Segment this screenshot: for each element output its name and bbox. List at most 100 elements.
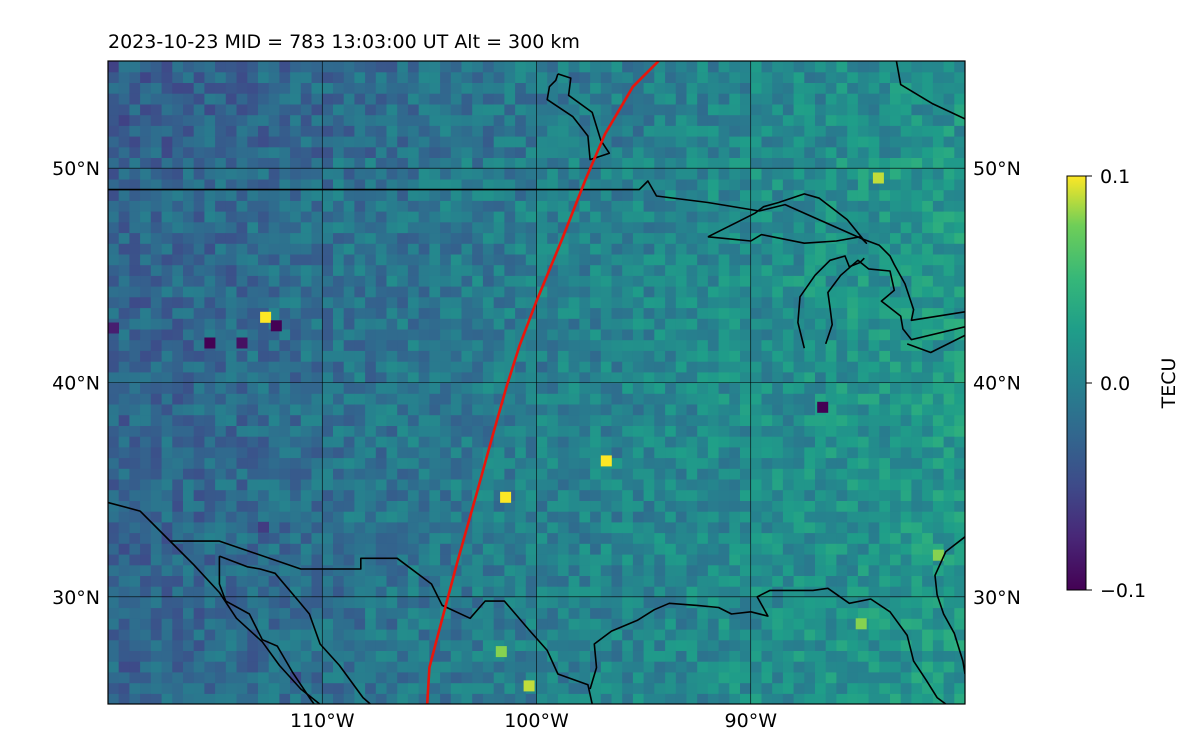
tec-cell	[108, 586, 120, 598]
tec-cell	[215, 61, 227, 73]
tec-cell	[300, 211, 313, 223]
tec-cell	[397, 328, 409, 341]
tec-cell	[718, 243, 730, 255]
tec-cell	[429, 489, 441, 501]
tec-cell	[504, 211, 516, 223]
tec-cell	[375, 682, 388, 694]
tec-cell	[557, 211, 570, 223]
tec-cell	[236, 286, 248, 298]
tec-cell	[954, 286, 965, 298]
tec-cell	[236, 350, 248, 362]
tec-cell	[290, 232, 302, 244]
tec-cell	[740, 232, 752, 244]
tec-cell	[450, 457, 463, 469]
tec-cell	[557, 168, 570, 180]
tec-cell	[911, 425, 923, 437]
tec-cell	[954, 393, 965, 405]
tec-cell	[300, 586, 313, 598]
tec-cell	[825, 371, 837, 384]
tec-cell	[600, 489, 613, 501]
tec-cell	[557, 457, 570, 469]
tec-cell	[386, 350, 398, 362]
tec-cell	[943, 554, 955, 566]
tec-cell	[343, 93, 355, 105]
tec-cell	[418, 607, 430, 619]
tec-cell	[943, 221, 955, 234]
tec-cell	[675, 200, 688, 212]
tec-cell	[493, 446, 505, 459]
tec-cell	[868, 693, 880, 704]
tec-cell	[750, 350, 763, 362]
tec-cell	[847, 671, 859, 684]
tec-cell	[515, 393, 527, 405]
tec-cell	[161, 189, 173, 201]
tec-cell	[697, 436, 709, 448]
tec-cell	[140, 446, 152, 459]
tec-cell	[954, 211, 965, 223]
tec-cell	[547, 339, 559, 351]
tec-cell	[129, 146, 141, 158]
tec-cell	[504, 178, 516, 191]
tec-cell	[922, 521, 934, 534]
tec-cell	[675, 168, 688, 180]
tec-cell	[590, 211, 602, 223]
tec-cell	[365, 328, 377, 341]
tec-cell	[407, 403, 420, 416]
tec-hotspot	[855, 618, 867, 630]
tec-cell	[922, 136, 934, 148]
tec-cell	[868, 382, 880, 394]
tec-cell	[536, 339, 548, 351]
tec-cell	[204, 564, 216, 576]
tec-cell	[686, 575, 698, 587]
tec-cell	[375, 339, 388, 351]
tec-cell	[354, 425, 366, 437]
tec-cell	[943, 114, 955, 126]
tec-cell	[954, 511, 965, 523]
tec-cell	[772, 596, 784, 609]
tec-cell	[397, 521, 409, 534]
tec-cell	[943, 339, 955, 351]
tec-cell	[322, 275, 334, 287]
tec-cell	[183, 146, 195, 158]
tec-cell	[472, 307, 484, 319]
tec-cell	[375, 414, 388, 426]
tec-cell	[129, 521, 141, 534]
tec-cell	[879, 511, 891, 523]
tec-cell	[943, 446, 955, 459]
tec-cell	[343, 575, 355, 587]
tec-cell	[922, 682, 934, 694]
tec-cell	[461, 93, 473, 105]
tec-cell	[515, 500, 527, 512]
tec-cell	[729, 682, 741, 694]
tec-cell	[333, 61, 345, 73]
tec-cell	[857, 125, 870, 137]
tec-cell	[161, 650, 173, 662]
coastline	[589, 587, 947, 704]
tec-cell	[815, 511, 827, 523]
tec-cell	[258, 671, 270, 684]
tec-cell	[793, 425, 805, 437]
tec-cell	[482, 253, 495, 266]
tec-cell	[333, 425, 345, 437]
colorbar-gradient	[1066, 175, 1087, 591]
tec-cell	[440, 564, 452, 576]
tec-cell	[375, 221, 388, 234]
tec-cell	[343, 200, 355, 212]
tec-cell	[386, 114, 398, 126]
tec-cell	[654, 564, 666, 576]
tec-cell	[740, 511, 752, 523]
tec-cell	[911, 532, 923, 544]
tec-cell	[386, 243, 398, 255]
tec-cell	[493, 318, 505, 330]
tec-cell	[729, 339, 741, 351]
tec-cell	[365, 618, 377, 630]
tec-cell	[365, 232, 377, 244]
tec-cell	[290, 596, 302, 609]
tec-cell	[911, 178, 923, 191]
tec-cell	[118, 264, 130, 276]
tec-cell	[707, 71, 720, 83]
tec-cell	[793, 243, 805, 255]
tec-cell	[590, 328, 602, 341]
tec-cell	[557, 136, 570, 148]
tec-cell	[900, 661, 912, 673]
